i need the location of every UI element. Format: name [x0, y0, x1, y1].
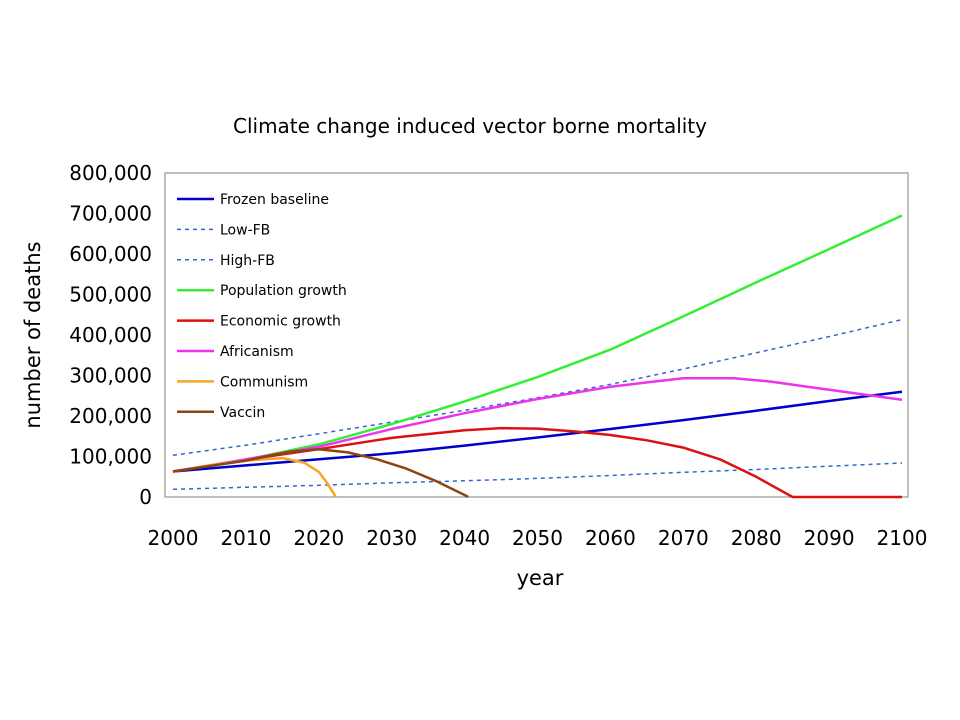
legend-item-economic-growth: Economic growth	[177, 314, 341, 330]
legend-item-frozen-baseline: Frozen baseline	[177, 192, 329, 208]
series-layer	[172, 214, 903, 499]
x-tick-label: 2080	[731, 526, 782, 550]
legend-label: Low-FB	[220, 222, 270, 238]
x-tick-labels: 2000 2010 2020 2030 2040 2050 2060 2070 2080 2090…	[148, 526, 928, 550]
x-axis-label: year	[517, 566, 564, 590]
x-tick-label: 2000	[148, 526, 199, 550]
series-line-low-fb	[172, 462, 903, 491]
legend-label: Economic growth	[220, 314, 341, 330]
legend-item-vaccin: Vaccin	[177, 405, 265, 421]
x-tick-label: 2060	[585, 526, 636, 550]
y-tick-label: 200,000	[69, 404, 152, 428]
y-tick-label: 500,000	[69, 283, 152, 307]
legend-label: Communism	[220, 374, 308, 390]
series-line-economic-growth	[172, 426, 902, 499]
x-tick-label: 2050	[512, 526, 563, 550]
legend-label: Vaccin	[220, 405, 265, 421]
legend: Frozen baseline Low-FB High-FB Population g…	[177, 192, 347, 421]
legend-label: Frozen baseline	[220, 192, 329, 208]
plot-area	[164, 172, 909, 498]
y-tick-label: 700,000	[69, 202, 152, 226]
legend-item-communism: Communism	[177, 374, 308, 390]
series-line-population-growth	[172, 214, 903, 473]
x-tick-label: 2010	[220, 526, 271, 550]
legend-item-population-growth: Population growth	[177, 283, 347, 299]
x-tick-label: 2070	[658, 526, 709, 550]
x-tick-label: 2090	[804, 526, 855, 550]
legend-label: Population growth	[220, 283, 347, 299]
x-tick-label: 2020	[293, 526, 344, 550]
x-tick-label: 2030	[366, 526, 417, 550]
legend-item-low-fb: Low-FB	[177, 222, 270, 238]
chart-title: Climate change induced vector borne mort…	[233, 114, 707, 138]
y-tick-label: 100,000	[69, 445, 152, 469]
legend-item-high-fb: High-FB	[177, 253, 275, 269]
series-line-vaccin	[172, 447, 469, 499]
y-tick-label: 0	[139, 485, 152, 509]
legend-label: High-FB	[220, 253, 275, 269]
y-tick-label: 600,000	[69, 242, 152, 266]
legend-item-africanism: Africanism	[177, 344, 294, 360]
series-line-africanism	[172, 377, 903, 473]
y-tick-label: 300,000	[69, 364, 152, 388]
x-tick-label: 2100	[877, 526, 928, 550]
y-tick-labels: 0 100,000 200,000 300,000 400,000 500,000 600,…	[69, 161, 152, 509]
legend-label: Africanism	[220, 344, 294, 360]
y-tick-label: 800,000	[69, 161, 152, 185]
y-axis-label: number of deaths	[21, 241, 45, 428]
x-tick-label: 2040	[439, 526, 490, 550]
y-tick-label: 400,000	[69, 323, 152, 347]
